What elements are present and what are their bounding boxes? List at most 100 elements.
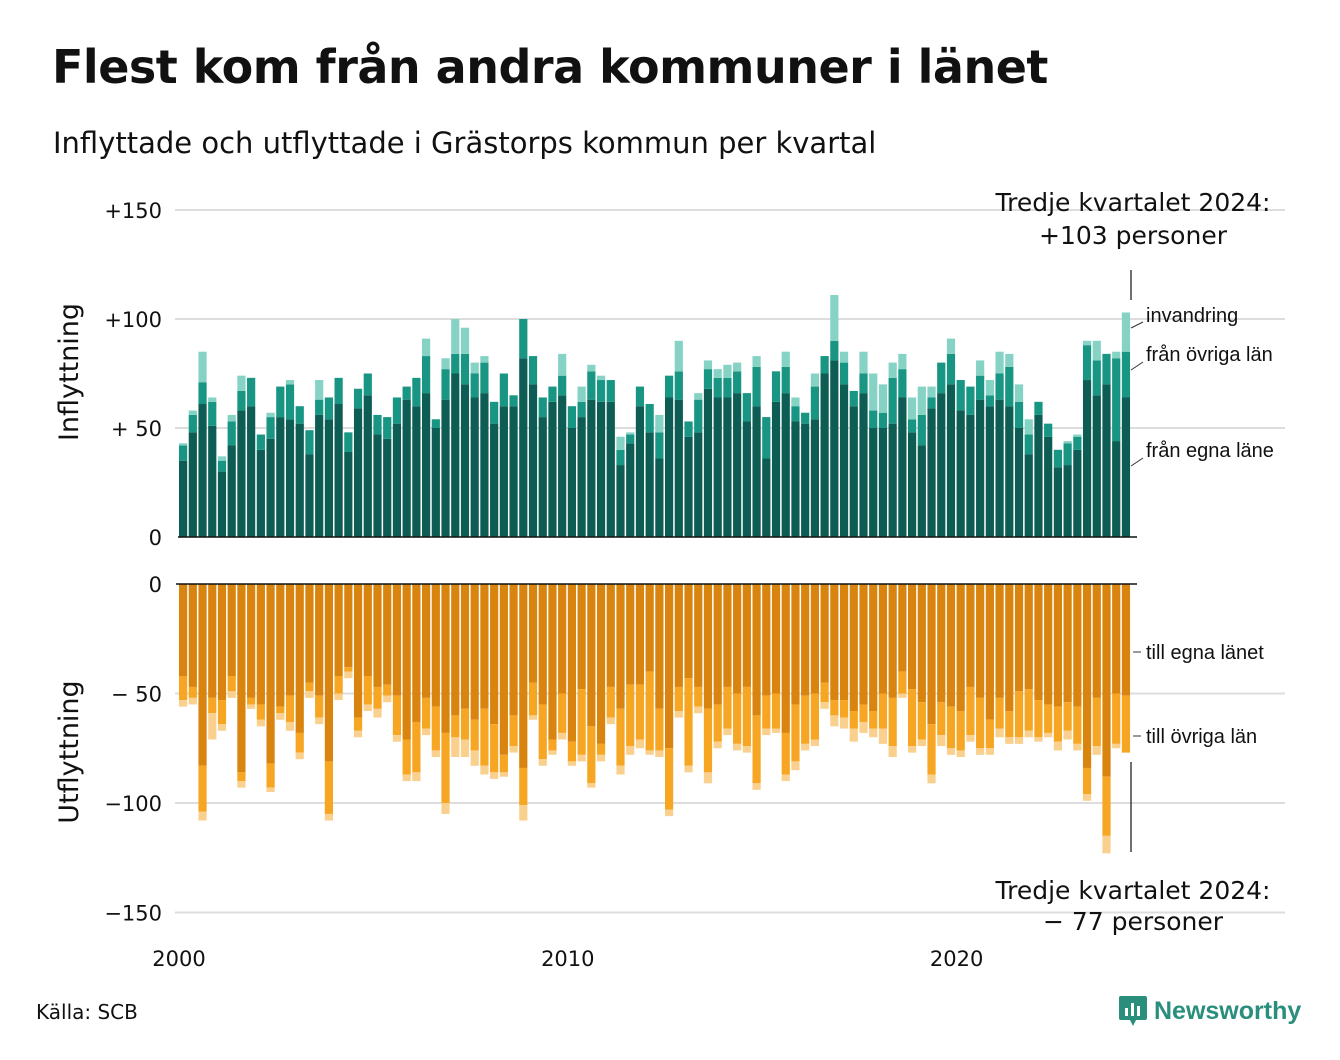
outflow-bars — [176, 583, 1137, 854]
bar-to-own-county — [1121, 584, 1131, 696]
bar-to-other-counties — [665, 748, 674, 810]
bar-immigration — [985, 380, 994, 396]
bar-from-other-counties — [208, 401, 217, 426]
bar-to-other-counties — [1073, 706, 1082, 744]
bar-to-own-county — [830, 584, 839, 701]
bar-from-own-county — [849, 406, 858, 537]
bar-to-other-counties — [694, 686, 703, 707]
bar-emigration — [295, 752, 304, 760]
bar-to-own-county — [373, 584, 382, 687]
bar-from-own-county — [188, 432, 197, 537]
bar-immigration — [558, 353, 567, 376]
bar-from-own-county — [256, 449, 265, 537]
bar-emigration — [276, 713, 285, 720]
bar-from-own-county — [976, 399, 985, 537]
bar-from-other-counties — [985, 395, 994, 407]
bar-from-other-counties — [596, 380, 606, 402]
y-tick-label: 0 — [149, 526, 162, 550]
bar-immigration — [1063, 441, 1072, 444]
page-title: Flest kom från andra kommuner i länet — [52, 40, 1048, 94]
bar-to-own-county — [937, 584, 946, 703]
bar-from-other-counties — [324, 397, 333, 420]
bar-emigration — [985, 748, 994, 755]
bar-from-own-county — [412, 406, 421, 537]
bar-to-other-counties — [587, 726, 596, 784]
bar-to-own-county — [596, 584, 606, 744]
bar-to-other-counties — [596, 743, 606, 755]
bar-from-other-counties — [538, 397, 547, 418]
bar-emigration — [694, 706, 703, 714]
bar-to-other-counties — [966, 686, 975, 736]
bar-to-own-county — [733, 584, 742, 694]
y-tick-label: −100 — [104, 792, 162, 816]
bar-to-other-counties — [256, 704, 265, 720]
bar-from-other-counties — [227, 421, 236, 446]
bar-from-own-county — [801, 423, 810, 537]
bar-to-own-county — [985, 584, 994, 720]
bar-from-own-county — [1112, 441, 1121, 537]
bar-to-other-counties — [1063, 702, 1072, 731]
bar-to-own-county — [519, 584, 528, 768]
bar-emigration — [655, 750, 664, 758]
legend-leader — [1130, 457, 1144, 467]
bar-to-own-county — [616, 584, 625, 709]
bar-from-own-county — [237, 410, 246, 537]
bar-from-other-counties — [674, 371, 683, 400]
bar-from-own-county — [247, 406, 256, 537]
bar-emigration — [344, 671, 353, 679]
bar-to-own-county — [1014, 584, 1024, 692]
bar-from-other-counties — [480, 362, 489, 394]
bar-from-other-counties — [820, 356, 829, 374]
bar-from-own-county — [1082, 380, 1092, 537]
bar-to-other-counties — [830, 700, 839, 716]
x-tick-label: 2020 — [930, 947, 983, 971]
bar-from-other-counties — [995, 373, 1004, 400]
bar-from-other-counties — [781, 366, 790, 394]
bar-to-other-counties — [538, 704, 547, 760]
bar-emigration — [1063, 730, 1072, 740]
bar-from-other-counties — [1044, 423, 1053, 437]
bar-emigration — [956, 750, 965, 758]
bar-to-own-county — [470, 584, 479, 720]
bar-immigration — [723, 364, 732, 378]
bar-emigration — [1024, 730, 1033, 738]
bar-from-other-counties — [256, 434, 265, 450]
bar-from-other-counties — [422, 356, 431, 394]
bar-to-own-county — [849, 584, 858, 712]
bar-emigration — [509, 746, 518, 753]
bar-to-own-county — [1053, 584, 1062, 707]
bar-immigration — [470, 362, 479, 374]
bar-from-own-county — [1044, 436, 1053, 537]
bar-to-own-county — [762, 584, 771, 696]
bar-from-other-counties — [849, 390, 858, 407]
bar-to-other-counties — [995, 697, 1004, 729]
bar-to-own-county — [626, 584, 635, 685]
bar-emigration — [849, 728, 858, 742]
bar-from-other-counties — [946, 353, 956, 385]
bar-to-other-counties — [470, 719, 479, 751]
bar-to-own-county — [558, 584, 567, 694]
bar-to-other-counties — [1034, 700, 1043, 738]
annotation-bottom-line2: − 77 personer — [1043, 907, 1224, 936]
bar-from-other-counties — [1121, 351, 1131, 398]
bar-immigration — [888, 362, 897, 378]
bar-from-other-counties — [1014, 401, 1024, 428]
bar-from-own-county — [703, 388, 713, 537]
bar-to-other-counties — [237, 772, 246, 782]
bar-from-own-county — [227, 445, 236, 537]
bar-emigration — [227, 691, 236, 698]
bar-emigration — [596, 754, 606, 762]
bar-to-other-counties — [577, 689, 586, 755]
bar-to-other-counties — [188, 686, 197, 698]
bar-from-own-county — [315, 414, 324, 537]
bar-to-own-county — [490, 584, 499, 725]
bar-from-own-county — [1053, 467, 1062, 537]
bar-from-other-counties — [392, 397, 402, 424]
bar-to-other-counties — [198, 765, 207, 812]
bar-emigration — [771, 728, 781, 733]
bar-emigration — [616, 765, 625, 775]
bar-emigration — [208, 713, 217, 740]
bar-emigration — [762, 728, 771, 736]
bar-emigration — [1112, 743, 1121, 749]
bar-from-own-county — [742, 421, 751, 537]
